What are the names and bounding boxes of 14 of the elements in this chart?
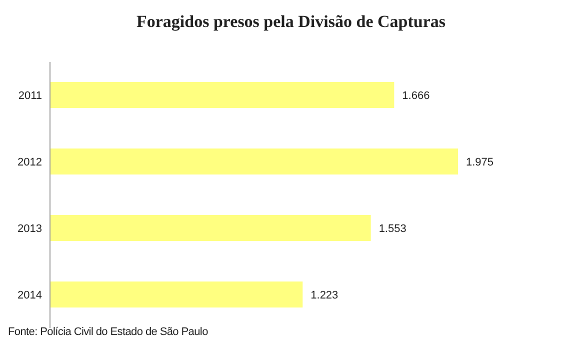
y-tick-label: 2011 — [18, 90, 42, 102]
chart-title: Foragidos presos pela Divisão de Capturas — [135, 12, 446, 32]
y-tick-label: 2014 — [18, 290, 42, 302]
data-label: 1.666 — [402, 90, 430, 102]
y-tick-label: 2013 — [18, 223, 42, 236]
y-tick-label: 2012 — [18, 156, 42, 169]
bar — [50, 282, 303, 308]
bar — [50, 215, 371, 241]
bar — [50, 148, 458, 174]
data-label: 1.223 — [310, 289, 338, 302]
annotation: Fonte: Polícia Civil do Estado de São Paulo — [8, 326, 208, 338]
data-label: 1.553 — [378, 222, 406, 235]
data-label: 1.975 — [466, 156, 494, 168]
bar — [50, 82, 394, 108]
